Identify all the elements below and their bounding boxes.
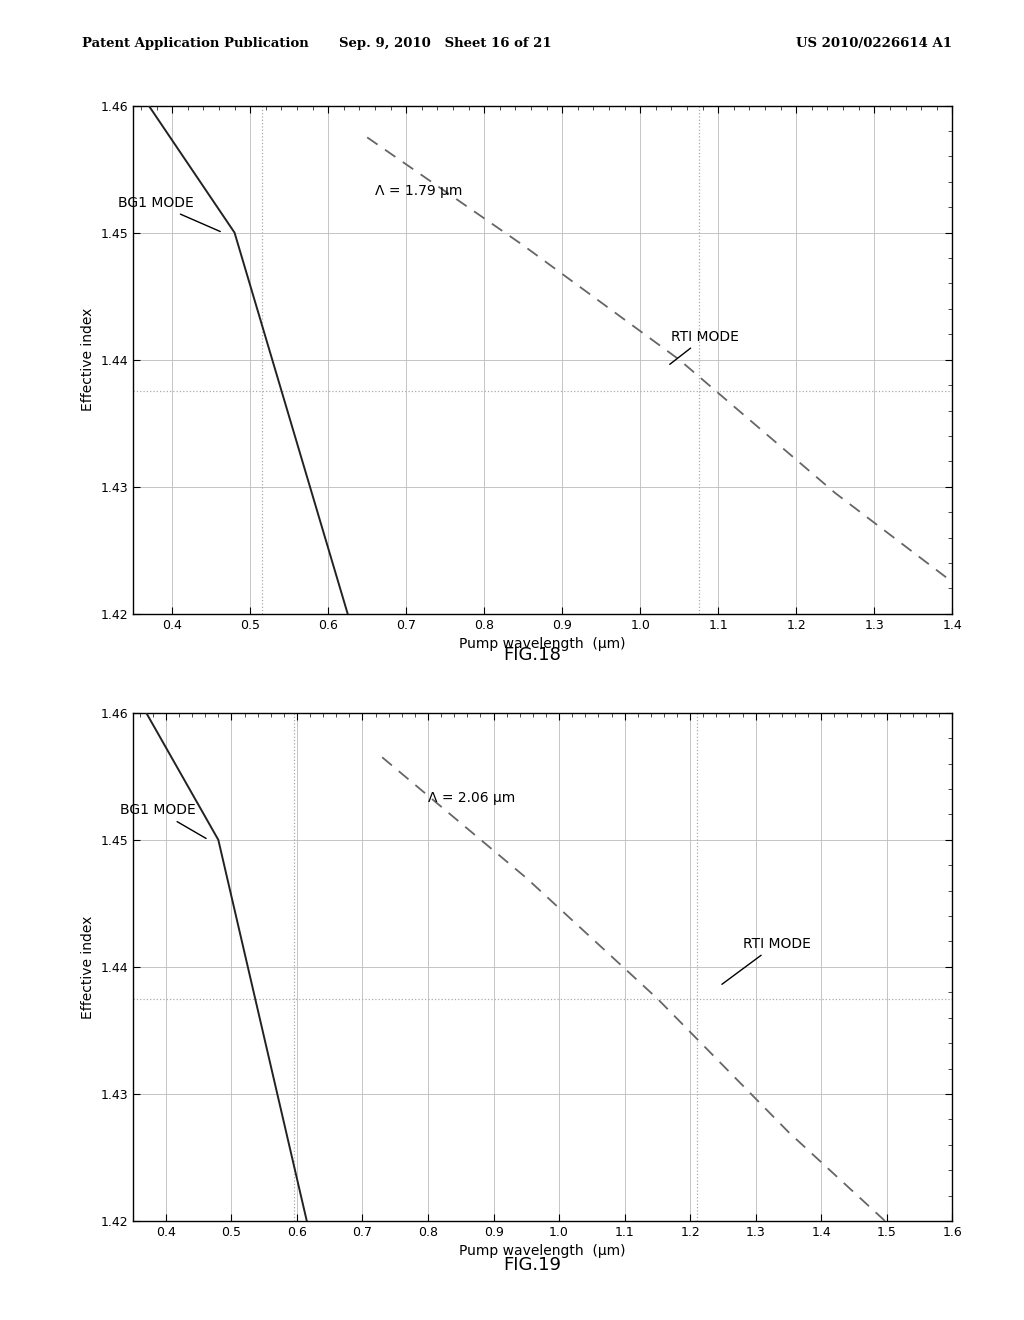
Text: RTI MODE: RTI MODE [722,937,810,985]
Text: Λ = 2.06 μm: Λ = 2.06 μm [428,791,515,805]
Text: FIG.19: FIG.19 [504,1255,561,1274]
X-axis label: Pump wavelength  (μm): Pump wavelength (μm) [460,1245,626,1258]
Text: US 2010/0226614 A1: US 2010/0226614 A1 [797,37,952,50]
Text: RTI MODE: RTI MODE [670,330,739,364]
X-axis label: Pump wavelength  (μm): Pump wavelength (μm) [460,638,626,651]
Text: Patent Application Publication: Patent Application Publication [82,37,308,50]
Y-axis label: Effective index: Effective index [81,308,95,412]
Text: BG1 MODE: BG1 MODE [120,804,206,838]
Text: Λ = 1.79 μm: Λ = 1.79 μm [375,183,463,198]
Text: FIG.18: FIG.18 [504,645,561,664]
Text: Sep. 9, 2010   Sheet 16 of 21: Sep. 9, 2010 Sheet 16 of 21 [339,37,552,50]
Y-axis label: Effective index: Effective index [81,915,95,1019]
Text: BG1 MODE: BG1 MODE [118,197,220,231]
